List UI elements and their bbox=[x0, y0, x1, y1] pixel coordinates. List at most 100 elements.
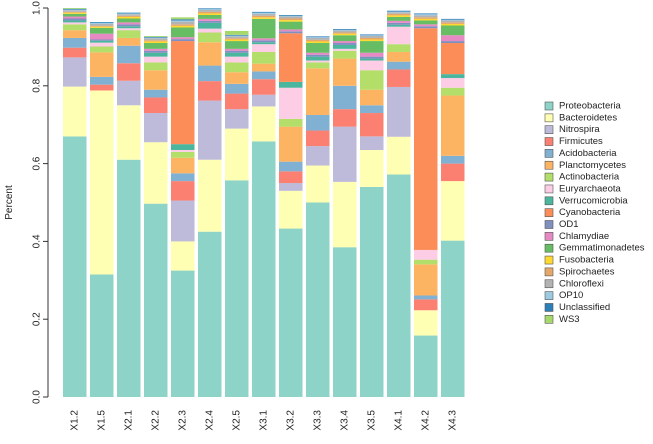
bar-segment-proteobacteria bbox=[387, 174, 411, 397]
legend-item: Chlamydiae bbox=[544, 231, 609, 242]
bar-segment-od1 bbox=[252, 40, 276, 43]
legend-swatch bbox=[544, 208, 554, 217]
bar-segment-acidobacteria bbox=[117, 45, 141, 64]
bar-segment-spirochaetes bbox=[225, 38, 249, 40]
bar-segment-acidobacteria bbox=[144, 89, 168, 98]
bar-stack-X3.5 bbox=[360, 34, 384, 397]
legend-swatch bbox=[544, 303, 554, 312]
x-tick-label: X4.1 bbox=[393, 410, 404, 431]
bar-segment-od1 bbox=[360, 56, 384, 59]
bar-segment-euryarchaeota bbox=[117, 28, 141, 31]
bar-segment-unclassified bbox=[306, 36, 330, 38]
bar-segment-actinobacteria bbox=[63, 24, 87, 31]
legend-item: Euryarchaeota bbox=[544, 183, 622, 194]
legend-item: Cyanobacteria bbox=[544, 207, 621, 218]
bar-segment-chloroflexi bbox=[441, 20, 465, 23]
bar-segment-fusobacteria bbox=[387, 15, 411, 17]
bar-segment-verrucomicrobia bbox=[360, 58, 384, 61]
bar-segment-spirochaetes bbox=[252, 15, 276, 18]
bar-segment-od1 bbox=[171, 39, 195, 42]
bar-segment-chlamydiae bbox=[387, 20, 411, 23]
legend-item: Chloroflexi bbox=[544, 278, 604, 289]
bar-segment-ws3 bbox=[225, 30, 249, 35]
bar-segment-chloroflexi bbox=[306, 37, 330, 40]
x-tick-label: X4.2 bbox=[420, 410, 431, 431]
bar-segment-fusobacteria bbox=[441, 23, 465, 26]
legend-swatch bbox=[544, 232, 554, 241]
bar-segment-euryarchaeota bbox=[333, 48, 357, 51]
bar-segment-chloroflexi bbox=[387, 12, 411, 14]
legend-label: Planctomycetes bbox=[559, 160, 626, 171]
bar-segment-nitrospira bbox=[387, 86, 411, 137]
bar-segment-fusobacteria bbox=[63, 12, 87, 14]
legend-label: Gemmatimonadetes bbox=[559, 243, 645, 254]
bar-segment-od1 bbox=[306, 54, 330, 57]
bar-segment-verrucomicrobia bbox=[387, 24, 411, 27]
bar-segment-unclassified bbox=[144, 36, 168, 38]
bar-segment-unclassified bbox=[360, 34, 384, 36]
bar-segment-op10 bbox=[387, 11, 411, 13]
bar-segment-bacteroidetes bbox=[306, 165, 330, 203]
bar-segment-planctomycetes bbox=[63, 30, 87, 38]
bar-segment-euryarchaeota bbox=[171, 149, 195, 152]
bar-segment-unclassified bbox=[198, 8, 222, 10]
bar-segment-bacteroidetes bbox=[252, 106, 276, 142]
bar-segment-planctomycetes bbox=[441, 95, 465, 156]
bar-segment-cyanobacteria bbox=[441, 43, 465, 75]
bar-segment-gemmatimonadetes bbox=[198, 15, 222, 19]
bar-segment-planctomycetes bbox=[333, 58, 357, 86]
bar-segment-chloroflexi bbox=[63, 10, 87, 12]
bar-segment-chlamydiae bbox=[333, 41, 357, 44]
bar-segment-spirochaetes bbox=[144, 40, 168, 42]
bar-segment-chloroflexi bbox=[279, 16, 303, 19]
bar-segment-bacteroidetes bbox=[144, 142, 168, 204]
legend-swatch bbox=[544, 314, 554, 324]
bar-stack-X2.1 bbox=[117, 12, 141, 397]
x-tick-label: X3.2 bbox=[285, 410, 296, 431]
legend-item: Spirochaetes bbox=[544, 266, 615, 277]
bar-segment-chlamydiae bbox=[90, 33, 114, 40]
x-tick-label: X3.3 bbox=[312, 410, 323, 431]
bar-segment-chlamydiae bbox=[198, 18, 222, 21]
bar-segment-bacteroidetes bbox=[198, 159, 222, 232]
bar-segment-actinobacteria bbox=[360, 70, 384, 90]
bar-segment-op10 bbox=[171, 20, 195, 22]
bar-segment-chloroflexi bbox=[117, 14, 141, 16]
bar-segment-gemmatimonadetes bbox=[306, 43, 330, 53]
bar-segment-nitrospira bbox=[225, 109, 249, 129]
bar-stack-X4.2 bbox=[414, 13, 438, 397]
x-tick-label: X3.5 bbox=[366, 410, 377, 431]
bar-segment-chloroflexi bbox=[333, 30, 357, 33]
bar-segment-bacteroidetes bbox=[333, 181, 357, 248]
legend-item: Bacteroidetes bbox=[544, 112, 617, 123]
legend-item: Firmicutes bbox=[544, 136, 603, 147]
bar-segment-gemmatimonadetes bbox=[387, 16, 411, 21]
bar-stack-X1.2 bbox=[63, 8, 87, 397]
bar-segment-firmicutes bbox=[252, 79, 276, 95]
bar-segment-spirochaetes bbox=[279, 18, 303, 21]
bar-segment-fusobacteria bbox=[198, 13, 222, 16]
bar-segment-actinobacteria bbox=[252, 51, 276, 64]
bar-segment-firmicutes bbox=[414, 299, 438, 311]
legend-label: Chloroflexi bbox=[559, 278, 604, 289]
bar-segment-nitrospira bbox=[63, 57, 87, 87]
y-tick-label: 0.6 bbox=[32, 156, 43, 170]
bar-segment-od1 bbox=[117, 24, 141, 27]
bar-segment-actinobacteria bbox=[414, 259, 438, 265]
bar-segment-op10 bbox=[333, 29, 357, 31]
legend-swatch bbox=[544, 149, 554, 158]
bar-stack-X2.3 bbox=[171, 17, 195, 397]
bar-segment-acidobacteria bbox=[360, 105, 384, 114]
bar-segment-ws3 bbox=[63, 8, 87, 9]
bar-segment-chlamydiae bbox=[225, 48, 249, 51]
legend-label: Acidobacteria bbox=[559, 148, 617, 159]
legend-item: OD1 bbox=[544, 219, 579, 230]
x-tick-label: X2.3 bbox=[177, 410, 188, 431]
bar-segment-verrucomicrobia bbox=[117, 26, 141, 29]
bar-segment-unclassified bbox=[279, 15, 303, 16]
bar-segment-acidobacteria bbox=[414, 295, 438, 300]
legend-label: OP10 bbox=[559, 290, 583, 301]
legend-label: Actinobacteria bbox=[559, 172, 620, 183]
bar-segment-chloroflexi bbox=[414, 15, 438, 18]
bar-segment-verrucomicrobia bbox=[441, 74, 465, 79]
